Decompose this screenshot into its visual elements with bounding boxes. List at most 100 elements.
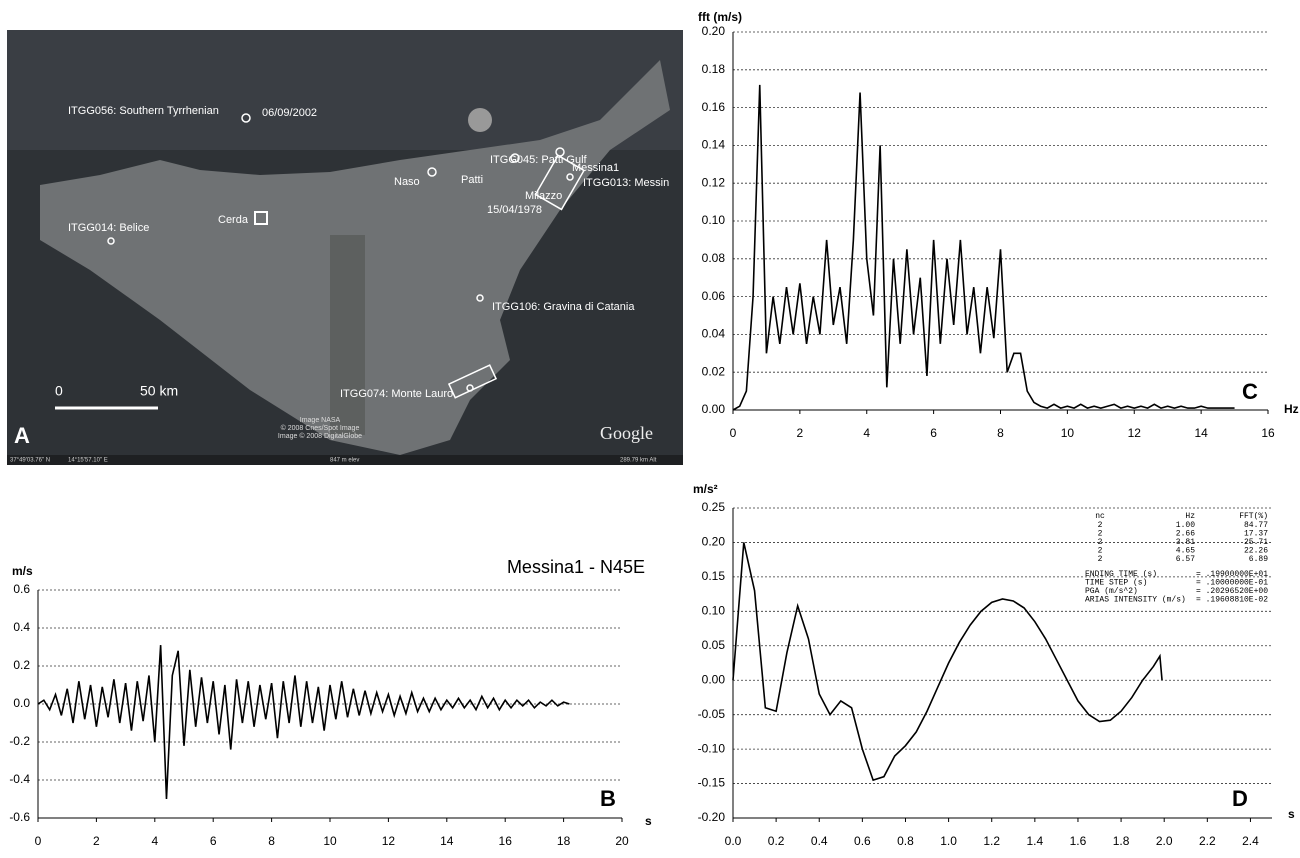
x-tick-label: 0 — [35, 834, 42, 848]
status-text: 14°15'57.10" E — [68, 458, 108, 464]
table-cell: 6.57 — [1176, 555, 1195, 564]
table-cell: 22.26 — [1244, 547, 1268, 556]
map-label: Milazzo — [525, 190, 562, 202]
table-cell: 17.37 — [1244, 530, 1268, 539]
parameter-name: ARIAS INTENSITY (m/s) — [1085, 596, 1186, 605]
islands — [468, 108, 492, 132]
y-tick-label: 0.16 — [702, 100, 726, 114]
panel-label: C — [1242, 379, 1258, 404]
scale-label: 0 — [55, 383, 63, 399]
logo: Google — [600, 423, 653, 443]
x-tick-label: 16 — [499, 834, 513, 848]
y-tick-label: -0.20 — [698, 810, 726, 824]
map-tile — [330, 235, 365, 435]
x-tick-label: 2.2 — [1199, 834, 1216, 848]
x-tick-label: 1.4 — [1026, 834, 1043, 848]
table-cell: 3.81 — [1176, 538, 1195, 547]
x-tick-label: 1.8 — [1113, 834, 1130, 848]
site-marker — [427, 167, 437, 177]
y-tick-label: 0.14 — [702, 138, 726, 152]
x-tick-label: 2.4 — [1242, 834, 1259, 848]
scale-label: 50 km — [140, 383, 178, 399]
x-tick-label: 12 — [1128, 426, 1142, 440]
x-tick-label: 8 — [268, 834, 275, 848]
y-tick-label: -0.2 — [9, 734, 30, 748]
x-tick-label: 1.2 — [983, 834, 1000, 848]
y-tick-label: 0.12 — [702, 175, 726, 189]
parameter-name: TIME STEP (s) — [1085, 579, 1147, 588]
site-marker — [566, 173, 574, 181]
x-unit: Hz — [1284, 402, 1299, 416]
data-line — [732, 542, 1163, 782]
x-tick-label: 0.8 — [897, 834, 914, 848]
table-cell: 2 — [1098, 538, 1103, 547]
cerda-marker — [254, 211, 268, 225]
y-tick-label: 0.06 — [702, 289, 726, 303]
y-tick-label: 0.20 — [702, 535, 726, 549]
x-unit: s — [645, 814, 652, 828]
map-label: ITGG045: Patti Gulf — [490, 154, 588, 166]
table-cell: 1.00 — [1176, 521, 1195, 530]
map-label: ITGG014: Belice — [68, 222, 149, 234]
status-text: 847 m elev — [330, 458, 359, 464]
x-tick-label: 14 — [440, 834, 454, 848]
parameter-value: = .19608810E-02 — [1196, 596, 1268, 605]
table-header: Hz — [1185, 512, 1195, 521]
panel-label: A — [14, 423, 30, 448]
y-tick-label: -0.6 — [9, 810, 30, 824]
y-tick-label: 0.18 — [702, 62, 726, 76]
parameter-value: = .19900000E+01 — [1196, 570, 1268, 579]
y-tick-label: 0.10 — [702, 213, 726, 227]
table-cell: 4.65 — [1176, 547, 1195, 556]
y-tick-label: 0.4 — [13, 620, 30, 634]
table-cell: 2 — [1098, 547, 1103, 556]
y-tick-label: 0.08 — [702, 251, 726, 265]
x-tick-label: 1.6 — [1070, 834, 1087, 848]
x-tick-label: 10 — [323, 834, 337, 848]
parameter-name: PGA (m/s^2) — [1085, 587, 1138, 596]
parameter-name: ENDING TIME (s) — [1085, 570, 1157, 579]
y-tick-label: 0.15 — [702, 569, 726, 583]
panel-label: D — [1232, 786, 1248, 811]
credit: Image © 2008 DigitalGlobe — [278, 432, 362, 440]
y-tick-label: 0.2 — [13, 658, 30, 672]
source-zone — [447, 364, 498, 399]
y-tick-label: -0.10 — [698, 741, 726, 755]
x-tick-label: 2 — [797, 426, 804, 440]
map-label: 06/09/2002 — [262, 107, 317, 119]
x-tick-label: 1.0 — [940, 834, 957, 848]
map-label: Messina1 — [572, 162, 619, 174]
x-tick-label: 10 — [1061, 426, 1075, 440]
data-line — [37, 645, 570, 800]
x-tick-label: 6 — [210, 834, 217, 848]
y-tick-label: -0.15 — [698, 776, 726, 790]
table-header: nc — [1095, 512, 1105, 521]
x-tick-label: 16 — [1261, 426, 1275, 440]
y-tick-label: 0.04 — [702, 327, 726, 341]
table-cell: 84.77 — [1244, 521, 1268, 530]
data-line — [732, 84, 1235, 411]
x-tick-label: 0.4 — [811, 834, 828, 848]
status-text: 289.79 km Alt — [620, 458, 657, 464]
map-panel: ITGG056: Southern Tyrrhenian 06/09/2002 … — [7, 30, 683, 465]
y-tick-label: 0.6 — [13, 582, 30, 596]
site-marker — [510, 153, 520, 163]
y-axis-label: m/s — [12, 564, 33, 578]
y-tick-label: 0.0 — [13, 696, 30, 710]
y-tick-label: 0.20 — [702, 24, 726, 38]
map-label: Naso — [394, 176, 420, 188]
parameter-value: = .20296520E+00 — [1196, 587, 1268, 596]
x-tick-label: 0.2 — [768, 834, 785, 848]
table-cell: 2.66 — [1176, 530, 1195, 539]
credit: © 2008 Cnes/Spot Image — [281, 424, 360, 432]
x-tick-label: 4 — [151, 834, 158, 848]
x-tick-label: 20 — [615, 834, 629, 848]
x-tick-label: 2 — [93, 834, 100, 848]
x-tick-label: 8 — [997, 426, 1004, 440]
y-tick-label: 0.02 — [702, 364, 726, 378]
site-marker — [241, 113, 251, 123]
map-label: 15/04/1978 — [487, 204, 542, 216]
x-tick-label: 2.0 — [1156, 834, 1173, 848]
x-tick-label: 6 — [930, 426, 937, 440]
